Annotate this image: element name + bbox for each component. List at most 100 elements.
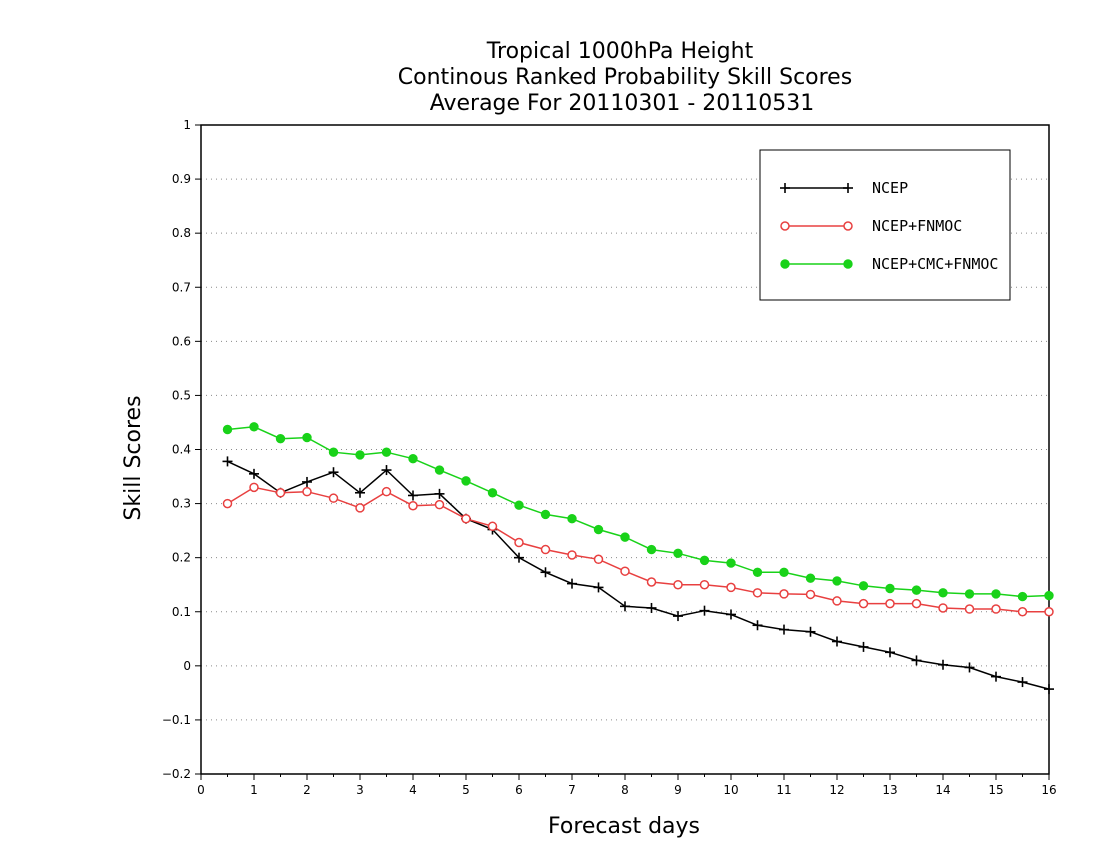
y-tick-label: 0.6 xyxy=(172,334,191,348)
data-point xyxy=(222,498,233,509)
legend-marker xyxy=(780,183,790,193)
y-tick-label: 0.8 xyxy=(172,226,191,240)
data-point xyxy=(779,589,789,599)
data-point xyxy=(222,456,233,467)
data-point xyxy=(805,589,816,600)
data-point xyxy=(355,450,365,460)
axes: −0.2−0.100.10.20.30.40.50.60.70.80.910 1 2… xyxy=(162,118,1057,797)
legend-item-ncep: NCEP xyxy=(780,179,908,197)
data-point xyxy=(381,447,392,457)
x-tick-label: 0 xyxy=(197,783,205,797)
data-point xyxy=(222,424,233,435)
y-tick-label: 0 xyxy=(183,659,191,673)
data-point xyxy=(911,655,922,666)
legend-label: NCEP xyxy=(872,179,908,197)
data-point xyxy=(328,467,339,478)
y-tick-label: −0.1 xyxy=(162,713,191,727)
x-tick-label: 7 xyxy=(568,783,576,797)
data-point xyxy=(964,604,975,614)
y-tick-label: 0.1 xyxy=(172,605,191,619)
data-point xyxy=(434,465,445,475)
data-point xyxy=(699,579,710,590)
data-point xyxy=(805,573,816,583)
data-point xyxy=(779,624,789,635)
x-tick-label: 16 xyxy=(1041,783,1056,797)
data-point xyxy=(567,550,577,560)
data-point xyxy=(408,453,418,464)
data-point xyxy=(673,548,683,559)
x-tick-label: 11 xyxy=(776,783,791,797)
data-point xyxy=(381,465,392,476)
data-point xyxy=(885,583,895,594)
y-tick-label: 0.9 xyxy=(172,172,191,186)
data-point xyxy=(991,671,1001,682)
data-point xyxy=(752,588,763,598)
chart-title: Tropical 1000hPa Height Continous Ranked… xyxy=(398,39,852,116)
legend: NCEP NCEP+FNMOC NCEP+CMC+FNMOC xyxy=(759,149,1011,301)
x-tick-label: 1 xyxy=(250,783,258,797)
y-tick-label: 0.2 xyxy=(172,551,191,565)
legend-marker xyxy=(843,183,853,193)
legend-label: NCEP+CMC+FNMOC xyxy=(872,255,998,273)
legend-items: NCEP NCEP+FNMOC NCEP+CMC+FNMOC xyxy=(780,179,998,273)
data-point xyxy=(1044,607,1054,617)
x-tick-label: 12 xyxy=(829,783,844,797)
y-tick-label: 0.7 xyxy=(172,280,191,294)
chart-title-line-1: Tropical 1000hPa Height xyxy=(486,39,754,64)
data-point xyxy=(1044,684,1054,695)
data-point xyxy=(249,468,259,479)
data-point xyxy=(249,482,259,493)
data-point xyxy=(885,598,895,609)
series-layer xyxy=(222,422,1054,695)
x-tick-label: 6 xyxy=(515,783,523,797)
data-point xyxy=(726,609,736,620)
y-tick-label: −0.2 xyxy=(162,767,191,781)
legend-marker xyxy=(843,259,853,269)
data-point xyxy=(540,544,551,555)
data-point xyxy=(699,605,710,616)
data-point xyxy=(567,578,577,589)
data-point xyxy=(355,503,365,513)
x-tick-label: 14 xyxy=(935,783,950,797)
x-tick-label: 2 xyxy=(303,783,311,797)
y-tick-label: 0.5 xyxy=(172,388,191,402)
data-point xyxy=(858,598,869,609)
data-point xyxy=(938,603,948,613)
data-point xyxy=(991,604,1001,614)
data-point xyxy=(911,598,922,609)
data-point xyxy=(355,487,365,498)
x-tick-label: 4 xyxy=(409,783,417,797)
data-point xyxy=(858,581,869,591)
y-tick-label: 0.4 xyxy=(172,443,191,457)
x-tick-label: 8 xyxy=(621,783,629,797)
data-point xyxy=(832,596,842,606)
legend-label: NCEP+FNMOC xyxy=(872,217,962,235)
x-tick-label: 9 xyxy=(674,783,682,797)
data-point xyxy=(620,532,630,542)
data-point xyxy=(620,601,630,612)
legend-box xyxy=(759,149,1011,301)
series-line xyxy=(227,460,1050,690)
data-point xyxy=(514,552,524,563)
legend-marker xyxy=(780,221,790,231)
data-point xyxy=(620,566,630,576)
data-point xyxy=(487,488,498,498)
data-point xyxy=(938,588,948,598)
data-point xyxy=(381,486,392,497)
data-point xyxy=(408,500,418,511)
data-point xyxy=(726,582,736,593)
data-point xyxy=(302,432,312,443)
data-point xyxy=(1017,591,1028,602)
data-point xyxy=(540,509,551,520)
series-ncep-cmc-fnmoc xyxy=(222,422,1054,602)
series-ncep xyxy=(222,456,1054,695)
data-point xyxy=(408,490,418,501)
data-point xyxy=(275,488,286,498)
legend-marker xyxy=(843,221,853,231)
data-point xyxy=(487,521,498,532)
data-point xyxy=(1044,590,1054,601)
chart-title-line-3: Average For 20110301 - 20110531 xyxy=(430,91,815,116)
data-point xyxy=(1017,677,1028,688)
series-line xyxy=(227,426,1050,598)
